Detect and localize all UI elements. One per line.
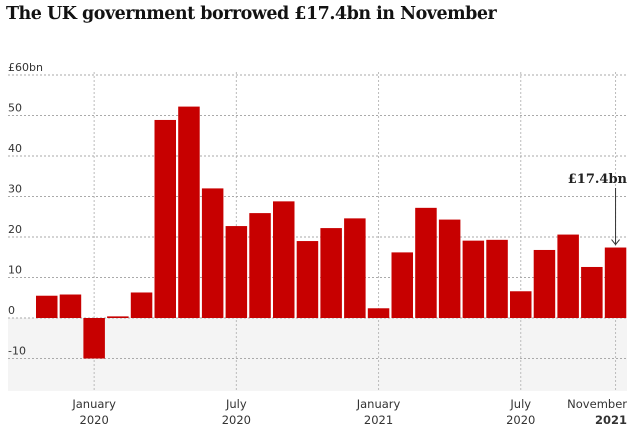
- bar: Jan 2020: -10: [83, 318, 105, 359]
- bar: Feb 2020: 0.4: [107, 316, 129, 318]
- bar: Oct 2020: 19: [296, 241, 319, 318]
- y-tick-label: 10: [8, 264, 22, 277]
- bar: May 2021: 19.1: [462, 240, 485, 318]
- x-tick-label: January: [356, 397, 401, 411]
- y-tick-label: 40: [8, 142, 22, 155]
- bar: Dec 2020: 24.6: [344, 218, 366, 318]
- chart-title: The UK government borrowed £17.4bn in No…: [6, 4, 497, 24]
- y-tick-label: £60bn: [8, 61, 43, 74]
- x-tick-year: 2020: [222, 413, 251, 427]
- bar: Mar 2020: 6.3: [130, 292, 153, 318]
- arrow-head-icon: [611, 239, 620, 246]
- bar: Jul 2021: 6.6: [510, 291, 532, 318]
- y-tick-label: 20: [8, 223, 22, 236]
- bar: Nov 2019: 5.5: [36, 295, 58, 318]
- y-tick-label: -10: [8, 345, 26, 358]
- x-tick-year: 2021: [595, 413, 627, 427]
- bar: Sep 2020: 28.8: [273, 201, 295, 318]
- x-tick-label: July: [225, 397, 247, 411]
- bar: Apr 2020: 48.9: [154, 119, 176, 318]
- bar: Jun 2020: 32: [201, 188, 224, 318]
- bar: Feb 2021: 16.2: [391, 252, 413, 318]
- y-tick-label: 30: [8, 183, 22, 196]
- bar: Jan 2021: 2.4: [367, 308, 390, 318]
- bar: May 2020: 52.2: [178, 106, 200, 318]
- y-tick-label: 50: [8, 102, 22, 115]
- bar: Jun 2021: 19.3: [486, 239, 508, 318]
- bar: Nov 2021: 17.4: [604, 247, 627, 318]
- bar: Dec 2019: 5.8: [59, 294, 82, 318]
- bar: Oct 2021: 12.6: [581, 266, 603, 318]
- x-tick-label: January: [71, 397, 116, 411]
- bar: Jul 2020: 22.7: [225, 226, 248, 318]
- x-tick-year: 2020: [506, 413, 535, 427]
- bar: Apr 2021: 24.3: [438, 219, 461, 318]
- annotation-label: £17.4bn: [568, 172, 628, 187]
- negative-band: [8, 318, 627, 391]
- x-tick-year: 2021: [364, 413, 393, 427]
- y-tick-label: 0: [8, 304, 15, 317]
- x-tick-label: July: [509, 397, 531, 411]
- bar: Aug 2020: 25.9: [249, 213, 271, 318]
- bar: Mar 2021: 27.2: [415, 207, 437, 318]
- bar: Sep 2021: 20.6: [557, 234, 579, 318]
- bar: Aug 2021: 16.8: [533, 249, 556, 318]
- x-tick-year: 2020: [80, 413, 109, 427]
- x-tick-label: November: [567, 397, 627, 411]
- bar: Nov 2020: 22.2: [320, 228, 342, 318]
